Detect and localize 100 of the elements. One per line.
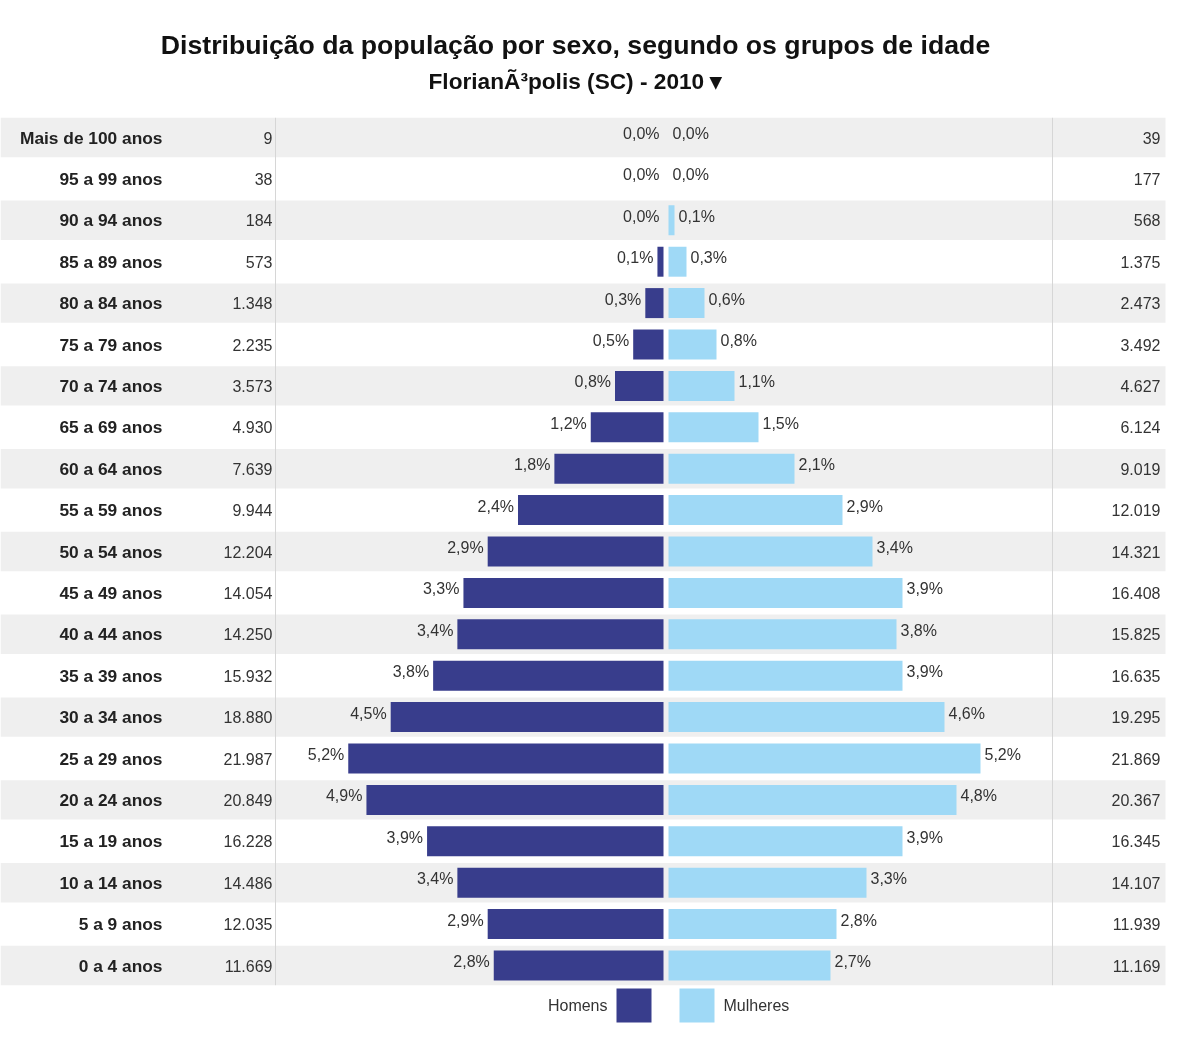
text: 14.321 — [1111, 543, 1161, 561]
text: 11.939 — [1112, 916, 1161, 934]
legend-label: Mulheres — [723, 997, 790, 1014]
text: 18.880 — [223, 709, 273, 727]
text: 184 — [245, 212, 273, 230]
data-label: 4,5% — [350, 704, 387, 722]
data-label: 1,1% — [738, 373, 775, 391]
text: 15.825 — [1111, 626, 1161, 644]
text: 38 — [254, 170, 273, 188]
y-tick-label: 65 a 69 anos — [59, 417, 163, 438]
text: 4.627 — [1120, 377, 1161, 395]
text: 12.019 — [1111, 502, 1161, 520]
chart-title: Distribuição da população por sexo, segundo os grupos de idade — [160, 29, 991, 60]
y-tick-label: 80 a 84 anos — [59, 293, 163, 314]
text: 21.869 — [1111, 750, 1161, 768]
bar — [668, 495, 843, 526]
text: 20.367 — [1111, 791, 1161, 809]
bar — [668, 826, 903, 857]
data-label: 0,0% — [672, 125, 709, 142]
text: 16.635 — [1111, 667, 1161, 685]
data-label: 0,0% — [623, 166, 660, 184]
y-tick-label: 75 a 79 anos — [59, 334, 163, 355]
legend-label: Homens — [547, 997, 608, 1014]
y-tick-label: 70 a 74 anos — [59, 375, 163, 396]
data-label: 0,6% — [708, 290, 745, 308]
data-label: 0,5% — [592, 332, 630, 349]
data-label: 2,9% — [846, 497, 883, 515]
data-label: 0,0% — [623, 125, 660, 142]
text: 7.639 — [232, 460, 273, 478]
y-tick-label: 95 a 99 anos — [59, 168, 163, 189]
y-tick-label: 30 a 34 anos — [59, 707, 163, 728]
data-label: 3,9% — [906, 828, 943, 846]
text: 12.035 — [223, 916, 273, 934]
text: 20.849 — [223, 791, 273, 809]
bar — [433, 660, 664, 691]
data-label: 2,9% — [447, 539, 484, 556]
text: 16.345 — [1111, 833, 1161, 851]
y-tick-label: Mais de 100 anos — [19, 127, 163, 148]
y-tick-label: 5 a 9 anos — [78, 914, 163, 935]
chart-subtitle: FlorianÃ³polis (SC) - 2010 ▾ — [428, 67, 724, 94]
text: 3.573 — [232, 377, 273, 395]
data-label: 1,8% — [513, 456, 551, 474]
bar — [590, 412, 664, 443]
bar — [668, 246, 687, 277]
data-label: 1,5% — [762, 414, 799, 432]
data-label: 0,3% — [604, 290, 642, 308]
bar — [463, 577, 664, 608]
text: 12.204 — [223, 543, 273, 561]
y-tick-label: 0 a 4 anos — [78, 955, 163, 976]
text: 4.930 — [232, 419, 273, 437]
text: 1.348 — [232, 295, 273, 313]
text: 16.408 — [1111, 584, 1161, 602]
bar — [668, 329, 717, 360]
data-label: 3,8% — [900, 621, 937, 639]
text: 14.054 — [223, 584, 273, 602]
bar — [633, 329, 664, 360]
y-tick-label: 85 a 89 anos — [59, 251, 163, 272]
text: 15.932 — [223, 667, 273, 685]
data-label: 4,8% — [960, 787, 997, 805]
data-label: 3,9% — [906, 580, 943, 598]
data-label: 2,7% — [834, 953, 871, 970]
data-label: 3,8% — [392, 663, 430, 681]
data-label: 3,9% — [386, 828, 424, 846]
bar — [487, 909, 664, 940]
data-label: 4,9% — [325, 787, 363, 805]
y-tick-label: 90 a 94 anos — [59, 210, 163, 231]
data-label: 3,9% — [906, 663, 943, 681]
text: 21.987 — [223, 750, 273, 768]
data-label: 5,2% — [984, 746, 1021, 763]
text: 14.486 — [223, 874, 273, 892]
data-label: 3,4% — [416, 870, 454, 888]
bar — [668, 412, 759, 443]
text: 11.669 — [224, 957, 273, 975]
data-label: 0,8% — [720, 332, 757, 349]
data-label: 1,2% — [550, 414, 587, 432]
text: 14.107 — [1111, 874, 1161, 892]
data-label: 0,3% — [690, 249, 727, 267]
data-label: 3,3% — [422, 580, 460, 598]
data-label: 3,4% — [876, 539, 913, 556]
text: 19.295 — [1111, 709, 1161, 727]
data-label: 2,1% — [798, 456, 835, 474]
text: 177 — [1133, 170, 1161, 188]
y-tick-label: 50 a 54 anos — [59, 541, 163, 562]
data-label: 0,0% — [672, 166, 709, 184]
data-label: 3,4% — [416, 621, 454, 639]
bar — [657, 246, 664, 277]
bar — [518, 495, 664, 526]
bar — [668, 743, 981, 774]
data-label: 0,0% — [623, 207, 660, 225]
text: 11.169 — [1112, 957, 1161, 975]
bar — [668, 577, 903, 608]
data-label: 0,1% — [678, 207, 715, 225]
bar — [668, 909, 837, 940]
data-label: 2,9% — [447, 911, 484, 929]
data-label: 2,8% — [840, 911, 877, 929]
data-label: 3,3% — [870, 870, 907, 888]
data-label: 0,8% — [574, 373, 611, 391]
bar — [427, 826, 664, 857]
y-tick-label: 20 a 24 anos — [59, 789, 163, 810]
data-label: 2,4% — [477, 497, 514, 515]
